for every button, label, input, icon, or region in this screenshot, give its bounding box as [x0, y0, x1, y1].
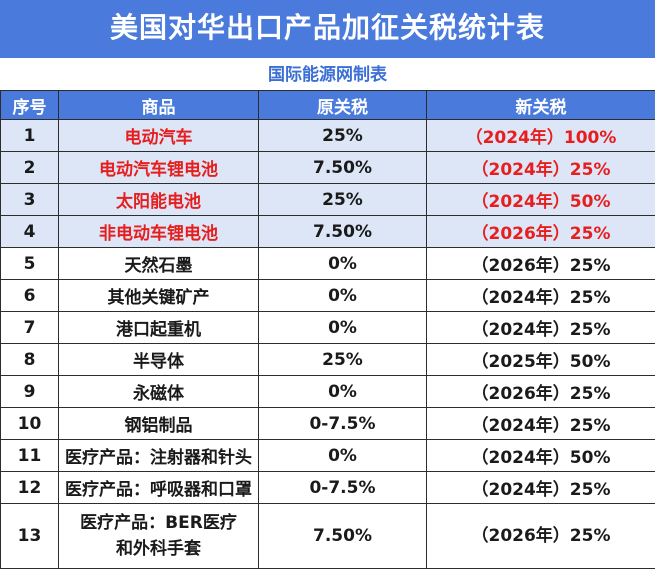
cell-index: 11 — [0, 439, 59, 472]
cell-product: 电动汽车锂电池 — [58, 151, 259, 184]
cell-new-tariff: （2024年）25% — [426, 279, 655, 312]
cell-old-tariff: 25% — [258, 119, 427, 152]
cell-old-tariff: 0% — [258, 439, 427, 472]
table-row: 5 天然石墨 0% （2026年）25% — [0, 247, 655, 280]
cell-new-tariff: （2026年）25% — [426, 375, 655, 408]
cell-new-tariff: （2025年）50% — [426, 343, 655, 376]
header-old-tariff: 原关税 — [258, 90, 427, 120]
table-row: 13 医疗产品：BER医疗 和外科手套 7.50% （2026年）25% — [0, 503, 655, 569]
cell-product: 医疗产品：注射器和针头 — [58, 439, 259, 472]
table-body: 1 电动汽车 25% （2024年）100% 2 电动汽车锂电池 7.50% （2024年）2… — [0, 119, 655, 569]
header-product: 商品 — [58, 90, 259, 120]
cell-product: 医疗产品：呼吸器和口罩 — [58, 471, 259, 504]
cell-index: 12 — [0, 471, 59, 504]
cell-new-tariff: （2024年）25% — [426, 311, 655, 344]
cell-new-tariff: （2026年）25% — [426, 503, 655, 569]
cell-product: 电动汽车 — [58, 119, 259, 152]
cell-new-tariff: （2024年）25% — [426, 407, 655, 440]
cell-old-tariff: 0% — [258, 247, 427, 280]
header-new-tariff: 新关税 — [426, 90, 655, 120]
cell-index: 8 — [0, 343, 59, 376]
page-title: 美国对华出口产品加征关税统计表 — [0, 0, 655, 60]
cell-index: 4 — [0, 215, 59, 248]
cell-product: 钢铝制品 — [58, 407, 259, 440]
cell-index: 10 — [0, 407, 59, 440]
cell-index: 1 — [0, 119, 59, 152]
cell-index: 13 — [0, 503, 59, 569]
cell-product: 永磁体 — [58, 375, 259, 408]
cell-new-tariff: （2024年）25% — [426, 471, 655, 504]
cell-new-tariff: （2024年）50% — [426, 183, 655, 216]
table-row: 9 永磁体 0% （2026年）25% — [0, 375, 655, 408]
cell-new-tariff: （2024年）25% — [426, 151, 655, 184]
table-row: 11 医疗产品：注射器和针头 0% （2024年）50% — [0, 439, 655, 472]
cell-new-tariff: （2024年）100% — [426, 119, 655, 152]
cell-new-tariff: （2026年）25% — [426, 247, 655, 280]
cell-product: 医疗产品：BER医疗 和外科手套 — [58, 503, 259, 569]
cell-index: 9 — [0, 375, 59, 408]
cell-product: 天然石墨 — [58, 247, 259, 280]
cell-product: 太阳能电池 — [58, 183, 259, 216]
cell-old-tariff: 0-7.5% — [258, 471, 427, 504]
table-row: 4 非电动车锂电池 7.50% （2026年）25% — [0, 215, 655, 248]
cell-product: 非电动车锂电池 — [58, 215, 259, 248]
cell-old-tariff: 7.50% — [258, 215, 427, 248]
table-row: 2 电动汽车锂电池 7.50% （2024年）25% — [0, 151, 655, 184]
cell-index: 2 — [0, 151, 59, 184]
table-row: 6 其他关键矿产 0% （2024年）25% — [0, 279, 655, 312]
cell-product: 半导体 — [58, 343, 259, 376]
cell-old-tariff: 25% — [258, 343, 427, 376]
cell-old-tariff: 0% — [258, 375, 427, 408]
cell-index: 5 — [0, 247, 59, 280]
table-row: 10 钢铝制品 0-7.5% （2024年）25% — [0, 407, 655, 440]
cell-old-tariff: 0-7.5% — [258, 407, 427, 440]
cell-old-tariff: 7.50% — [258, 503, 427, 569]
cell-new-tariff: （2024年）50% — [426, 439, 655, 472]
tariff-table: 序号 商品 原关税 新关税 1 电动汽车 25% （2024年）100% 2 电动汽车锂电… — [0, 90, 655, 569]
table-row: 1 电动汽车 25% （2024年）100% — [0, 119, 655, 152]
cell-old-tariff: 0% — [258, 311, 427, 344]
cell-product: 港口起重机 — [58, 311, 259, 344]
cell-product: 其他关键矿产 — [58, 279, 259, 312]
table-row: 7 港口起重机 0% （2024年）25% — [0, 311, 655, 344]
header-index: 序号 — [0, 90, 59, 120]
cell-index: 3 — [0, 183, 59, 216]
table-row: 8 半导体 25% （2025年）50% — [0, 343, 655, 376]
cell-index: 6 — [0, 279, 59, 312]
cell-old-tariff: 0% — [258, 279, 427, 312]
table-row: 3 太阳能电池 25% （2024年）50% — [0, 183, 655, 216]
table-header-row: 序号 商品 原关税 新关税 — [0, 90, 655, 120]
cell-old-tariff: 7.50% — [258, 151, 427, 184]
page-subtitle: 国际能源网制表 — [0, 60, 655, 90]
cell-old-tariff: 25% — [258, 183, 427, 216]
cell-new-tariff: （2026年）25% — [426, 215, 655, 248]
table-row: 12 医疗产品：呼吸器和口罩 0-7.5% （2024年）25% — [0, 471, 655, 504]
cell-index: 7 — [0, 311, 59, 344]
